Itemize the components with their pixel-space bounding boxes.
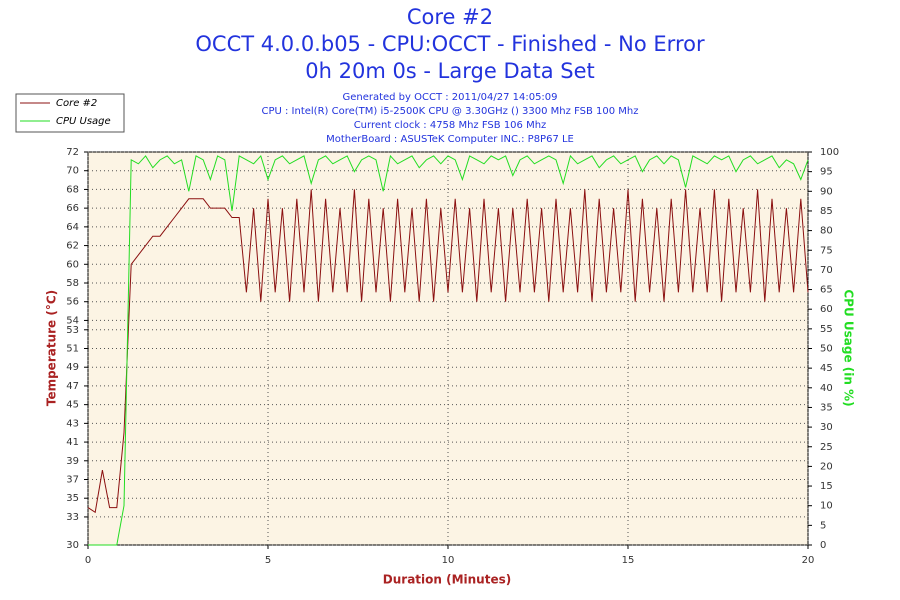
y2-axis-label: CPU Usage (in %) — [842, 289, 856, 406]
y2-tick-label: 70 — [820, 265, 833, 276]
y-tick-label: 43 — [66, 418, 79, 429]
y2-tick-label: 90 — [820, 186, 833, 197]
legend-label: Core #2 — [56, 98, 97, 109]
y-tick-label: 54 — [66, 315, 79, 326]
x-tick-label: 0 — [85, 555, 91, 566]
y-tick-label: 51 — [66, 344, 79, 355]
y-tick-label: 41 — [66, 437, 79, 448]
series-line — [87, 189, 809, 514]
y2-tick-label: 50 — [820, 344, 833, 355]
legend-label: CPU Usage — [56, 116, 111, 127]
y-tick-label: 35 — [66, 493, 79, 504]
y2-tick-label: 80 — [820, 226, 833, 237]
y2-tick-label: 15 — [820, 481, 833, 492]
y-tick-label: 62 — [66, 241, 79, 252]
y-tick-label: 39 — [66, 456, 79, 467]
y2-tick-label: 85 — [820, 206, 833, 217]
chart-subtitle: OCCT 4.0.0.b05 - CPU:OCCT - Finished - N… — [195, 32, 705, 56]
y-tick-label: 53 — [66, 325, 79, 336]
y-tick-label: 30 — [66, 540, 79, 551]
y-tick-label: 64 — [66, 222, 79, 233]
y2-tick-label: 5 — [820, 520, 826, 531]
y-tick-label: 60 — [66, 259, 79, 270]
y2-tick-label: 45 — [820, 363, 833, 374]
y-tick-label: 58 — [66, 278, 79, 289]
x-axis-label: Duration (Minutes) — [383, 573, 511, 587]
chart-subtitle: 0h 20m 0s - Large Data Set — [305, 59, 595, 83]
info-line: Generated by OCCT : 2011/04/27 14:05:09 — [342, 92, 557, 103]
x-tick-label: 5 — [265, 555, 271, 566]
info-line: MotherBoard : ASUSTeK Computer INC.: P8P… — [326, 134, 574, 145]
y2-tick-label: 10 — [820, 501, 833, 512]
y-tick-label: 33 — [66, 512, 79, 523]
y2-tick-label: 0 — [820, 540, 826, 551]
x-tick-label: 20 — [802, 555, 815, 566]
x-tick-label: 15 — [622, 555, 635, 566]
y-tick-label: 70 — [66, 166, 79, 177]
y2-tick-label: 95 — [820, 167, 833, 178]
series-line — [88, 154, 809, 546]
y2-tick-label: 75 — [820, 245, 833, 256]
y2-tick-label: 65 — [820, 285, 833, 296]
y2-tick-label: 100 — [820, 147, 839, 158]
y-tick-label: 49 — [66, 362, 79, 373]
y-tick-label: 56 — [66, 297, 79, 308]
x-tick-label: 10 — [442, 555, 455, 566]
y2-tick-label: 30 — [820, 422, 833, 433]
y2-tick-label: 40 — [820, 383, 833, 394]
y2-tick-label: 35 — [820, 402, 833, 413]
y2-tick-label: 20 — [820, 461, 833, 472]
y2-tick-label: 60 — [820, 304, 833, 315]
y-tick-label: 66 — [66, 203, 79, 214]
y-tick-label: 72 — [66, 147, 79, 158]
y-tick-label: 45 — [66, 400, 79, 411]
y-tick-label: 68 — [66, 184, 79, 195]
legend-box — [15, 93, 125, 133]
y-tick-label: 37 — [66, 475, 79, 486]
y2-tick-label: 55 — [820, 324, 833, 335]
y-axis-label: Temperature (°C) — [45, 290, 59, 406]
info-line: CPU : Intel(R) Core(TM) i5-2500K CPU @ 3… — [261, 106, 638, 117]
y2-tick-label: 25 — [820, 442, 833, 453]
y-tick-label: 47 — [66, 381, 79, 392]
info-line: Current clock : 4758 Mhz FSB 106 Mhz — [354, 120, 547, 131]
chart-title: Core #2 — [407, 5, 493, 29]
